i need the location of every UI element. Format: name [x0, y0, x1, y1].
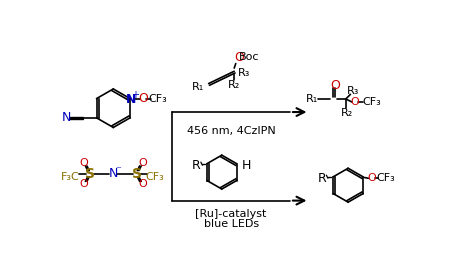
Text: CF₃: CF₃ — [376, 173, 395, 183]
Text: O: O — [138, 179, 147, 190]
Text: O: O — [350, 97, 358, 107]
Text: H: H — [241, 159, 251, 172]
Text: R₃: R₃ — [347, 86, 359, 96]
Text: N: N — [125, 93, 136, 106]
Text: S: S — [85, 167, 95, 181]
Text: O: O — [79, 179, 88, 190]
Text: O: O — [234, 51, 244, 64]
Text: O: O — [366, 173, 375, 183]
Text: CF₃: CF₃ — [146, 172, 164, 182]
Text: S: S — [131, 167, 141, 181]
Text: F₃C: F₃C — [61, 172, 79, 182]
Text: 456 nm, 4CzIPN: 456 nm, 4CzIPN — [186, 126, 275, 136]
Text: R₂: R₂ — [341, 108, 353, 118]
Text: [Ru]-catalyst: [Ru]-catalyst — [195, 210, 266, 219]
Text: R₃: R₃ — [238, 68, 250, 78]
Text: O: O — [79, 158, 88, 168]
Text: O: O — [329, 79, 339, 92]
Text: blue LEDs: blue LEDs — [203, 219, 258, 229]
Text: CF₃: CF₃ — [148, 94, 167, 103]
Text: O: O — [138, 158, 147, 168]
Text: R: R — [191, 159, 200, 172]
Text: ⁻: ⁻ — [115, 165, 121, 175]
Text: N: N — [62, 111, 71, 124]
Text: N: N — [108, 167, 118, 180]
Text: Boc: Boc — [238, 52, 258, 62]
Text: O: O — [138, 92, 148, 105]
Text: +: + — [131, 90, 139, 100]
Text: R: R — [318, 172, 326, 185]
Text: R₁: R₁ — [191, 82, 203, 92]
Text: R₁: R₁ — [305, 94, 317, 104]
Text: CF₃: CF₃ — [361, 97, 380, 107]
Text: R₂: R₂ — [228, 80, 240, 90]
